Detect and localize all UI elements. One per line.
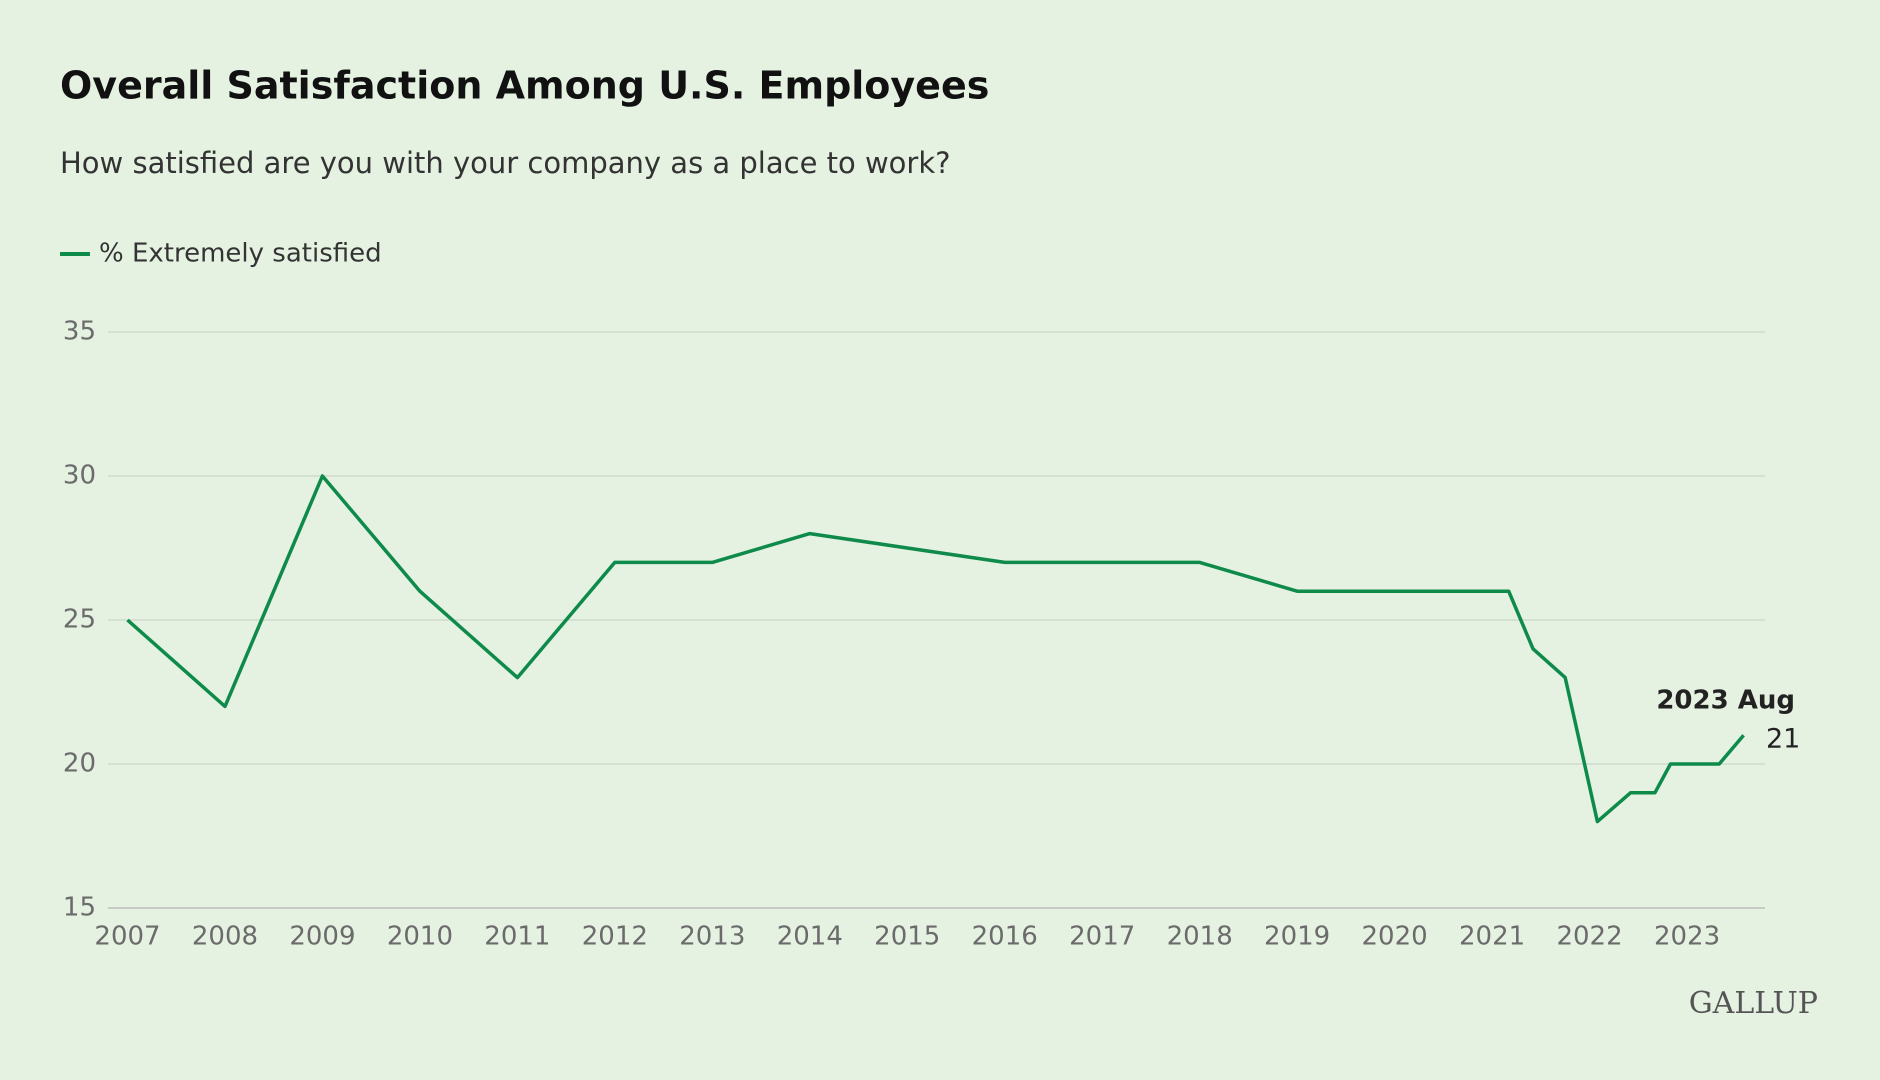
value-label: 21 (1766, 724, 1800, 755)
y-tick-label: 20 (63, 749, 96, 779)
y-tick-label: 35 (63, 317, 96, 347)
x-tick-label: 2009 (289, 922, 355, 952)
x-tick-label: 2018 (1167, 922, 1233, 952)
x-tick-label: 2023 (1654, 922, 1720, 952)
x-tick-label: 2017 (1069, 922, 1135, 952)
y-tick-label: 30 (63, 461, 96, 491)
chart-title: Overall Satisfaction Among U.S. Employee… (60, 64, 989, 108)
x-tick-label: 2019 (1264, 922, 1330, 952)
x-tick-label: 2021 (1459, 922, 1525, 952)
data-line (126, 474, 1745, 824)
x-tick-label: 2013 (679, 922, 745, 952)
x-tick-label: 2012 (582, 922, 648, 952)
x-tick-label: 2011 (484, 922, 550, 952)
x-tick-label: 2022 (1556, 922, 1622, 952)
y-tick-label: 25 (63, 605, 96, 635)
x-tick-label: 2015 (874, 922, 940, 952)
legend-label: % Extremely satisfied (99, 239, 382, 269)
logo: GALLUP (1689, 986, 1818, 1021)
chart-subtitle: How satisfied are you with your company … (60, 146, 951, 180)
x-tick-label: 2007 (94, 922, 160, 952)
annotation: 2023 Aug (1656, 686, 1795, 716)
x-tick-label: 2008 (192, 922, 258, 952)
x-tick-label: 2010 (387, 922, 453, 952)
x-tick-label: 2016 (972, 922, 1038, 952)
y-tick-label: 15 (63, 893, 96, 923)
x-tick-label: 2014 (777, 922, 843, 952)
x-tick-label: 2020 (1362, 922, 1428, 952)
